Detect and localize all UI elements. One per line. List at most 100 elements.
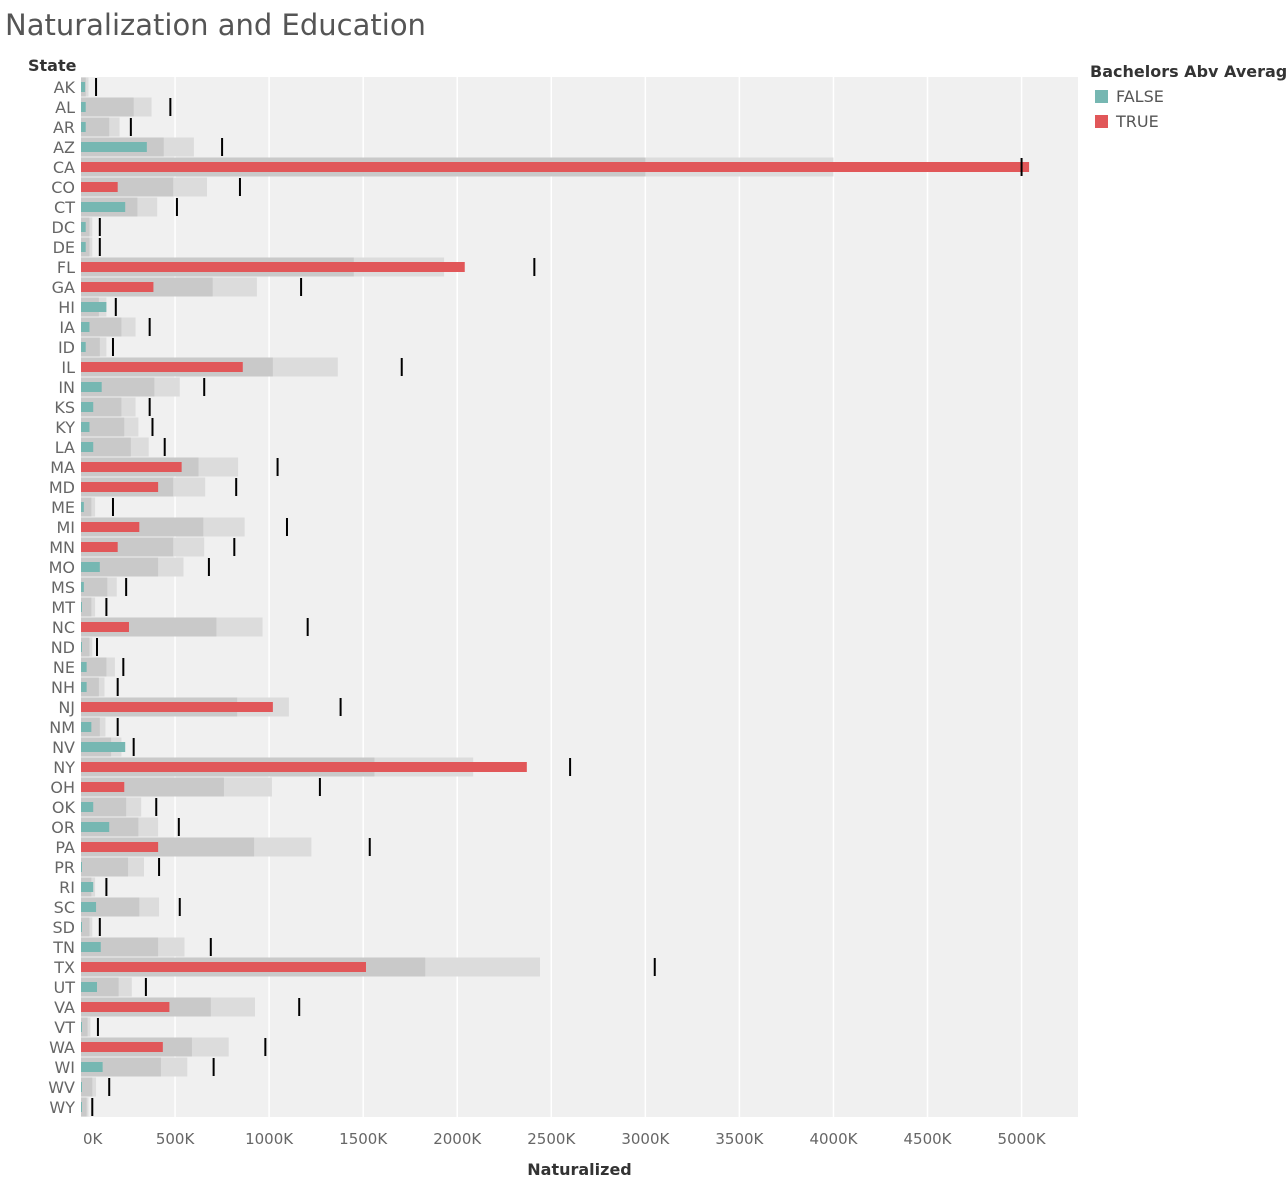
y-tick-label: TX	[53, 958, 75, 977]
bar-az[interactable]	[81, 142, 147, 152]
y-tick-label: ME	[51, 498, 75, 517]
bar-hi[interactable]	[81, 302, 107, 312]
bar-la[interactable]	[81, 442, 94, 452]
band-inner	[81, 557, 159, 577]
bar-ny[interactable]	[81, 762, 527, 772]
gridlines	[174, 77, 1023, 1117]
y-tick-label: UT	[54, 978, 76, 997]
bar-tx[interactable]	[81, 962, 366, 972]
band-inner	[81, 1077, 93, 1097]
bar-wv[interactable]	[81, 1082, 82, 1092]
bar-ma[interactable]	[81, 462, 182, 472]
legend: Bachelors Abv Average FALSE TRUE	[1090, 62, 1287, 131]
x-tick-label: 4500K	[904, 1130, 953, 1148]
x-axis-label: Naturalized	[527, 1160, 632, 1179]
y-tick-label: CA	[53, 158, 75, 177]
bar-wy[interactable]	[81, 1102, 82, 1112]
x-tick-label: 3500K	[715, 1130, 764, 1148]
bar-ak[interactable]	[81, 82, 86, 92]
bar-ut[interactable]	[81, 982, 97, 992]
y-tick-label: OH	[50, 778, 75, 797]
bar-ar[interactable]	[81, 122, 86, 132]
bar-il[interactable]	[81, 362, 243, 372]
y-tick-label: RI	[59, 878, 75, 897]
bar-mn[interactable]	[81, 542, 118, 552]
band-inner	[81, 917, 90, 937]
y-tick-label: WY	[49, 1098, 75, 1117]
y-tick-label: MS	[51, 578, 75, 597]
bar-md[interactable]	[81, 482, 159, 492]
y-tick-label: AZ	[53, 138, 75, 157]
y-tick-label: MN	[49, 538, 75, 557]
bar-ca[interactable]	[81, 162, 1030, 172]
y-tick-label: ND	[51, 638, 75, 657]
bar-mo[interactable]	[81, 562, 100, 572]
bar-va[interactable]	[81, 1002, 170, 1012]
legend-item-false[interactable]: FALSE	[1090, 87, 1287, 106]
bar-ms[interactable]	[81, 582, 84, 592]
y-tick-label: AL	[55, 98, 75, 117]
bar-sd[interactable]	[81, 922, 82, 932]
y-tick-label: ID	[58, 338, 75, 357]
bar-nc[interactable]	[81, 622, 129, 632]
bar-fl[interactable]	[81, 262, 465, 272]
bar-ia[interactable]	[81, 322, 90, 332]
bar-wa[interactable]	[81, 1042, 163, 1052]
bar-sc[interactable]	[81, 902, 97, 912]
bar-de[interactable]	[81, 242, 86, 252]
bar-nj[interactable]	[81, 702, 273, 712]
bar-in[interactable]	[81, 382, 102, 392]
y-tick-label: KS	[54, 398, 75, 417]
y-tick-label: VT	[54, 1018, 75, 1037]
bar-oh[interactable]	[81, 782, 125, 792]
bar-dc[interactable]	[81, 222, 86, 232]
bar-ky[interactable]	[81, 422, 90, 432]
bar-pa[interactable]	[81, 842, 159, 852]
bar-nm[interactable]	[81, 722, 92, 732]
bar-al[interactable]	[81, 102, 86, 112]
bar-id[interactable]	[81, 342, 86, 352]
band-inner	[81, 1097, 87, 1117]
legend-swatch-false	[1095, 90, 1108, 103]
bar-ct[interactable]	[81, 202, 126, 212]
chart-title: Naturalization and Education	[5, 8, 426, 42]
bar-pr[interactable]	[81, 862, 82, 872]
y-tick-label: VA	[54, 998, 75, 1017]
bar-ok[interactable]	[81, 802, 94, 812]
y-tick-label: PR	[54, 858, 75, 877]
bar-mt[interactable]	[81, 602, 82, 612]
y-tick-label: FL	[57, 258, 75, 277]
bar-ga[interactable]	[81, 282, 154, 292]
bar-tn[interactable]	[81, 942, 101, 952]
x-tick-label: 1000K	[245, 1130, 294, 1148]
y-tick-label: MI	[56, 518, 75, 537]
bar-ri[interactable]	[81, 882, 94, 892]
x-tick-label: 4000K	[809, 1130, 858, 1148]
bar-mi[interactable]	[81, 522, 140, 532]
bar-vt[interactable]	[81, 1022, 82, 1032]
bar-ne[interactable]	[81, 662, 87, 672]
band-inner	[81, 857, 129, 877]
x-tick-label: 500K	[156, 1130, 196, 1148]
bar-nh[interactable]	[81, 682, 87, 692]
y-tick-label: IL	[61, 358, 75, 377]
bar-ks[interactable]	[81, 402, 94, 412]
band-inner	[81, 657, 107, 677]
reference-lines	[91, 78, 1023, 1116]
y-tick-label: DC	[52, 218, 76, 237]
bar-co[interactable]	[81, 182, 118, 192]
band-inner	[81, 1017, 88, 1037]
bar-or[interactable]	[81, 822, 110, 832]
y-tick-label: IN	[58, 378, 75, 397]
y-tick-label: OR	[51, 818, 75, 837]
legend-item-true[interactable]: TRUE	[1090, 112, 1287, 131]
plot-background	[81, 77, 1078, 1117]
y-tick-label: WA	[49, 1038, 75, 1057]
bar-nv[interactable]	[81, 742, 126, 752]
bar-me[interactable]	[81, 502, 84, 512]
bar-wi[interactable]	[81, 1062, 103, 1072]
y-tick-label: WI	[54, 1058, 75, 1077]
bar-nd[interactable]	[81, 642, 82, 652]
x-axis-ticks: 0K 500K 1000K 1500K 2000K 2500K 3000K 3500K 4000…	[83, 1130, 1047, 1148]
